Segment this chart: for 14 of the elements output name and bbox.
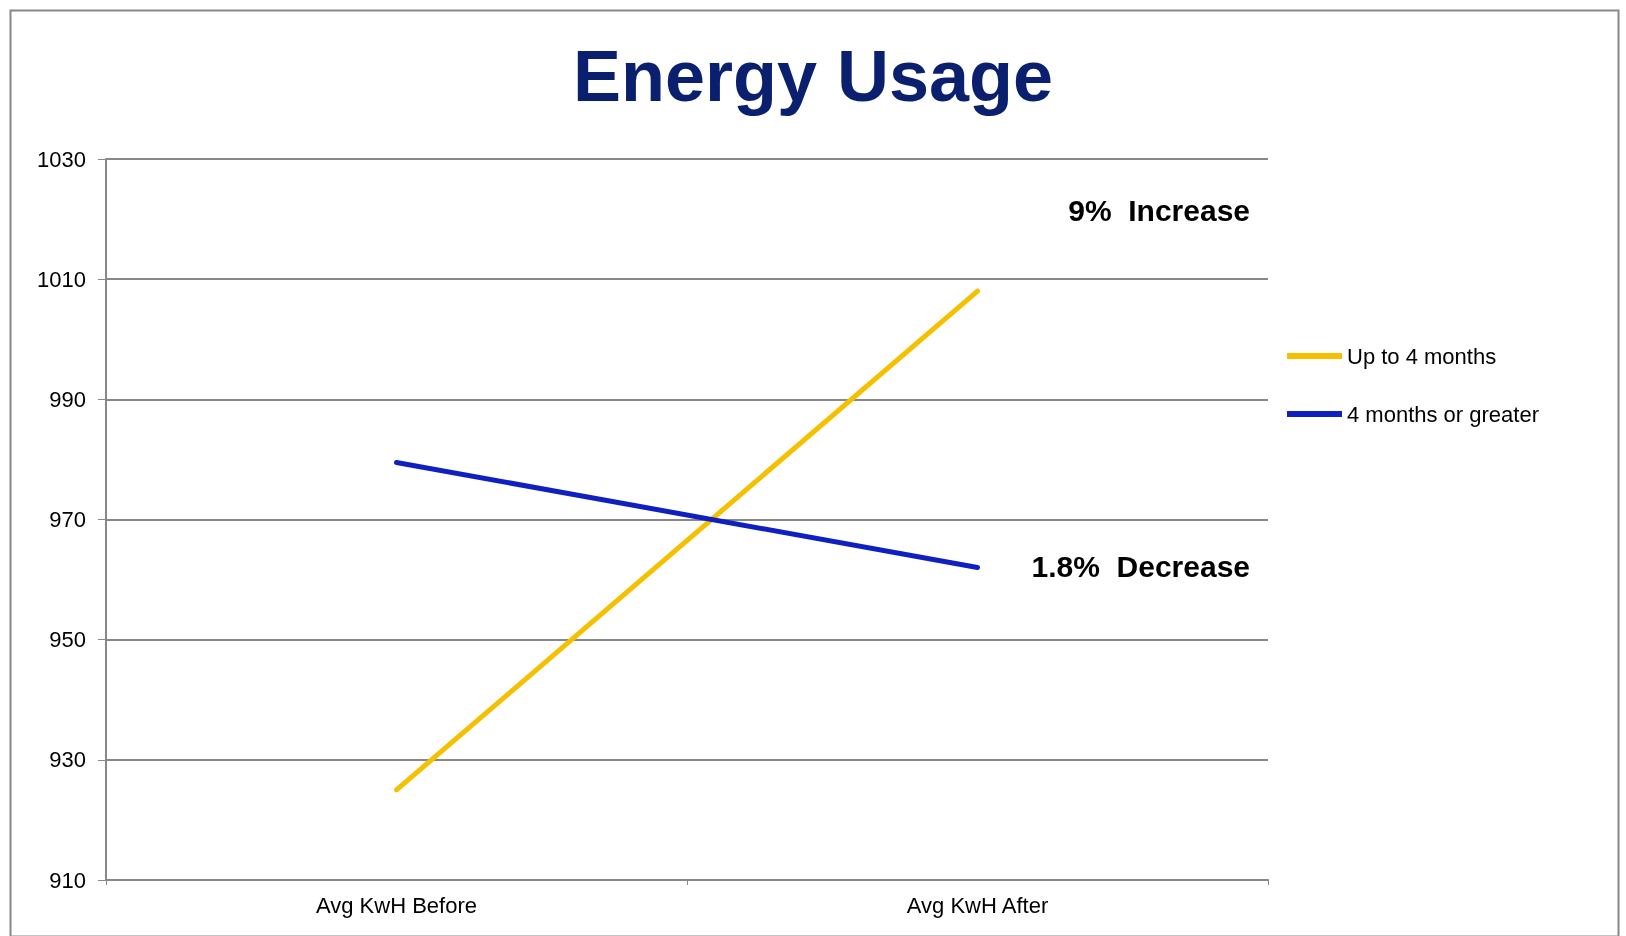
y-tick-label: 950 (49, 627, 86, 653)
y-tick-label: 990 (49, 386, 86, 412)
y-tick-label: 1010 (37, 266, 86, 292)
y-tick-label: 970 (49, 507, 86, 532)
x-tick-label: Avg KwH After (906, 892, 1049, 918)
x-tick-label: Avg KwH Before (315, 892, 478, 918)
legend-label: Up to 4 months (1347, 343, 1497, 369)
legend-label: 4 months or greater (1347, 401, 1539, 427)
chart-title: Energy Usage (572, 36, 1054, 116)
y-tick-label: 910 (49, 867, 86, 893)
y-tick-label: 930 (49, 747, 86, 773)
annotation: 9% Increase (1068, 193, 1251, 227)
y-tick-label: 1030 (37, 146, 86, 172)
annotation: 1.8% Decrease (1031, 550, 1250, 584)
